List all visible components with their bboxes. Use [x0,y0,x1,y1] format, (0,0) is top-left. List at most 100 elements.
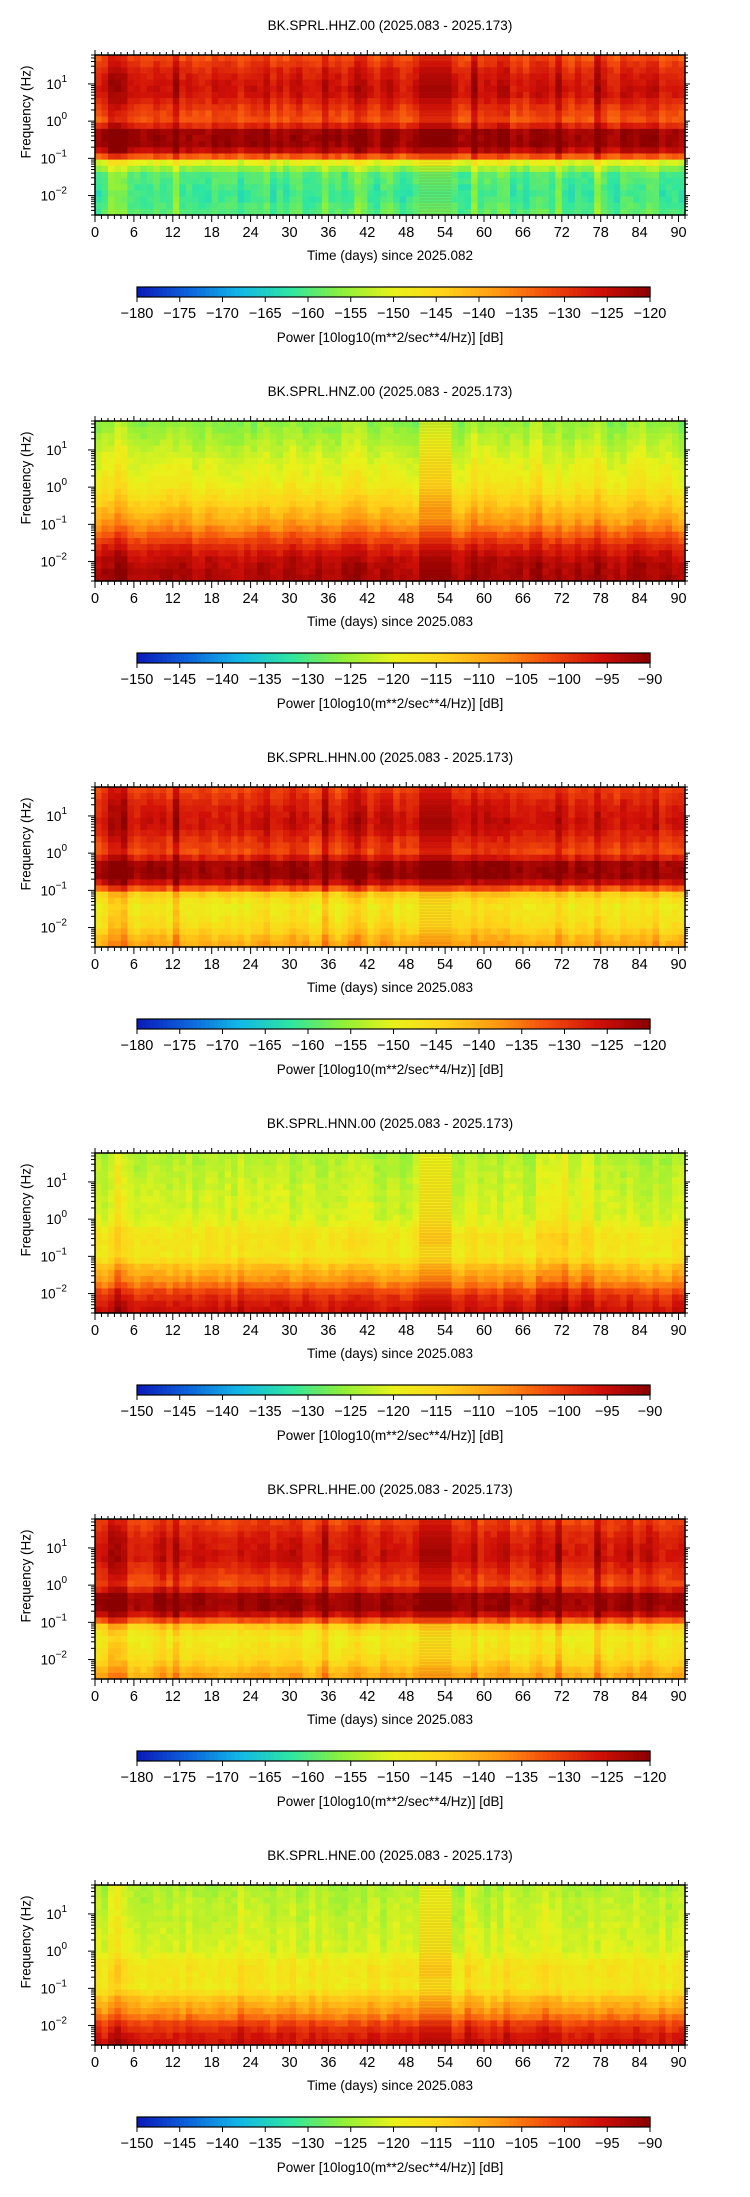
heatmap-cell [503,464,511,471]
heatmap-cell [613,122,621,130]
heatmap-cell [185,98,193,105]
heatmap-cell [633,433,641,441]
heatmap-cell [172,556,180,564]
heatmap-cell [516,531,524,539]
heatmap-cell [652,171,660,179]
heatmap-cell [334,128,342,136]
heatmap-cell [250,544,258,551]
heatmap-cell [224,421,232,428]
heatmap-cell [237,568,245,576]
heatmap-cell [140,184,148,191]
heatmap-cell [613,61,621,68]
heatmap-cell [211,159,219,167]
heatmap-cell [140,147,148,155]
heatmap-cell [529,91,537,99]
heatmap-cell [133,171,141,179]
heatmap-cell [354,568,362,576]
heatmap-cell [380,79,388,87]
heatmap-cell [484,147,492,155]
heatmap-cell [581,147,589,155]
heatmap-cell [360,147,368,155]
heatmap-cell [120,476,129,484]
heatmap-cell [315,574,323,582]
heatmap-cell [432,451,440,459]
heatmap-cell [192,104,200,111]
heatmap-cell [445,91,453,99]
heatmap-cell [354,445,362,453]
heatmap-cell [399,568,407,576]
heatmap-cell [529,550,537,557]
heatmap-cell [295,433,304,441]
heatmap-cell [218,73,226,81]
heatmap-cell [620,135,628,142]
heatmap-cell [438,98,446,105]
heatmap-cell [159,501,167,508]
heatmap-cell [270,184,278,191]
heatmap-cell [471,556,479,564]
heatmap-cell [185,116,193,124]
heatmap-cell [250,470,258,477]
heatmap-cell [607,427,615,434]
heatmap-cell [665,85,673,93]
heatmap-cell [509,421,518,428]
heatmap-cell [289,464,297,471]
heatmap-cell [133,562,141,570]
heatmap-cell [425,184,433,191]
heatmap-cell [522,184,530,191]
heatmap-cell [354,544,362,551]
heatmap-cell [224,457,232,465]
heatmap-cell [561,91,569,99]
heatmap-cell [179,79,187,87]
heatmap-cell [490,159,498,167]
heatmap-cell [237,494,245,502]
heatmap-cell [412,451,420,459]
heatmap-cell [445,79,453,87]
heatmap-cell [354,470,362,477]
heatmap-cell [153,451,161,459]
heatmap-cell [231,184,239,191]
heatmap-cell [95,427,103,434]
heatmap-cell [341,91,349,99]
heatmap-cell [451,574,459,582]
heatmap-cell [270,427,278,434]
heatmap-cell [289,165,297,173]
x-tick-label: 42 [359,225,375,241]
heatmap-cell [140,79,148,87]
heatmap-cell [581,464,589,471]
heatmap-cell [185,190,193,198]
x-axis-label: Time (days) since 2025.082 [306,248,474,263]
heatmap-cell [412,464,420,471]
heatmap-cell [373,464,381,471]
heatmap-cell [555,537,563,545]
heatmap-cell [445,519,453,527]
heatmap-cell [613,67,621,75]
heatmap-cell [399,178,407,185]
heatmap-cell [432,513,440,521]
heatmap-cell [120,451,129,459]
heatmap-cell [192,457,200,465]
heatmap-cell [496,439,505,447]
heatmap-cell [367,67,375,75]
heatmap-cell [581,184,589,191]
heatmap-cell [458,488,466,496]
heatmap-cell [166,110,174,118]
heatmap-cell [270,147,278,155]
heatmap-cell [133,196,141,204]
heatmap-cell [568,439,576,447]
heatmap-cell [179,476,187,484]
heatmap-cell [250,202,258,210]
heatmap-cell [218,98,226,105]
heatmap-cell [633,184,641,191]
heatmap-cell [270,196,278,204]
heatmap-cell [120,439,129,447]
heatmap-cell [581,501,589,508]
heatmap-cell [406,507,414,514]
heatmap-cell [276,568,284,576]
heatmap-cell [529,451,537,459]
heatmap-cell [263,556,271,564]
heatmap-cell [438,513,446,521]
heatmap-cell [120,202,129,210]
heatmap-cell [639,55,647,62]
heatmap-cell [574,153,582,161]
heatmap-cell [114,433,122,441]
